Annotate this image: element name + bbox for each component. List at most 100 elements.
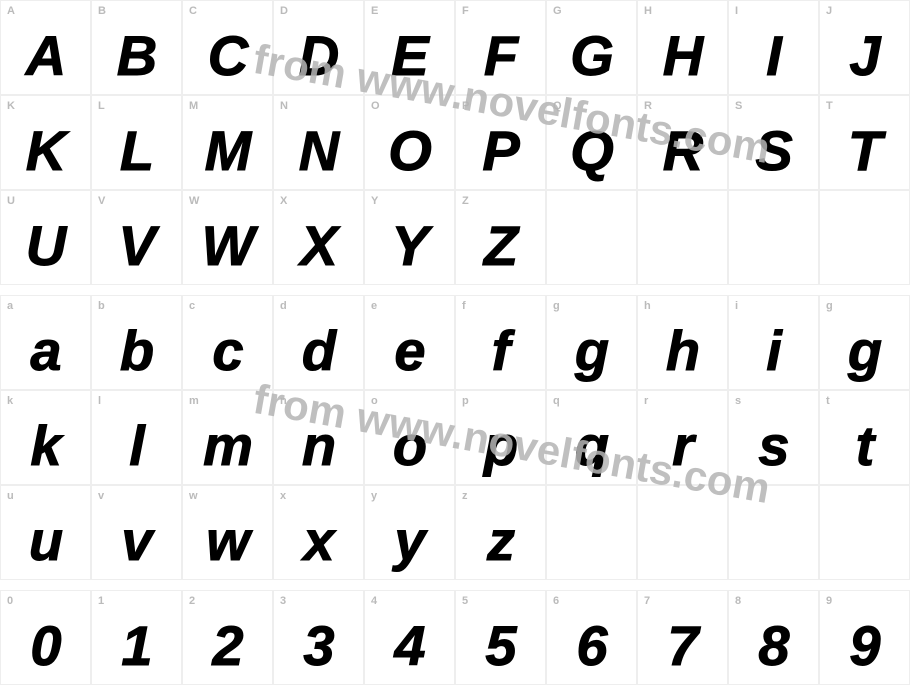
cell-label: U xyxy=(7,195,15,207)
cell: UU xyxy=(0,190,91,285)
cell: gg xyxy=(546,295,637,390)
cell-label: x xyxy=(280,490,286,502)
cell xyxy=(728,190,819,285)
cell: 44 xyxy=(364,590,455,685)
cell-label: G xyxy=(553,5,562,17)
cell-glyph: Y xyxy=(365,218,454,274)
cell-label: X xyxy=(280,195,287,207)
cell-glyph: u xyxy=(1,513,90,569)
cell: yy xyxy=(364,485,455,580)
cell: ww xyxy=(182,485,273,580)
cell: SS xyxy=(728,95,819,190)
cell-label: K xyxy=(7,100,15,112)
cell-glyph: N xyxy=(274,123,363,179)
cell-glyph: 7 xyxy=(638,618,727,674)
cell-label: u xyxy=(7,490,14,502)
cell-label: 9 xyxy=(826,595,832,607)
cell: dd xyxy=(273,295,364,390)
row-upper-2: KK LL MM NN OO PP QQ RR SS TT xyxy=(0,95,911,190)
cell: ZZ xyxy=(455,190,546,285)
cell: VV xyxy=(91,190,182,285)
cell-glyph: e xyxy=(365,323,454,379)
cell: QQ xyxy=(546,95,637,190)
cell-glyph: i xyxy=(729,323,818,379)
cell-label: 0 xyxy=(7,595,13,607)
cell xyxy=(728,485,819,580)
cell-glyph: M xyxy=(183,123,272,179)
cell xyxy=(819,485,910,580)
cell-label: M xyxy=(189,100,198,112)
cell xyxy=(637,485,728,580)
cell-glyph: P xyxy=(456,123,545,179)
cell-label: A xyxy=(7,5,15,17)
cell: CC xyxy=(182,0,273,95)
cell: II xyxy=(728,0,819,95)
cell-glyph: o xyxy=(365,418,454,474)
cell-label: S xyxy=(735,100,742,112)
cell: NN xyxy=(273,95,364,190)
cell-glyph: h xyxy=(638,323,727,379)
cell-glyph: 9 xyxy=(820,618,909,674)
cell-glyph: w xyxy=(183,513,272,569)
cell: OO xyxy=(364,95,455,190)
cell-label: C xyxy=(189,5,197,17)
cell-glyph: b xyxy=(92,323,181,379)
cell: ff xyxy=(455,295,546,390)
cell: JJ xyxy=(819,0,910,95)
cell-label: Z xyxy=(462,195,469,207)
cell: 33 xyxy=(273,590,364,685)
cell-glyph: H xyxy=(638,28,727,84)
cell xyxy=(546,190,637,285)
cell: pp xyxy=(455,390,546,485)
row-digits: 00 11 22 33 44 55 66 77 88 99 xyxy=(0,590,911,685)
cell: GG xyxy=(546,0,637,95)
cell: ee xyxy=(364,295,455,390)
cell-glyph: O xyxy=(365,123,454,179)
cell-glyph: q xyxy=(547,418,636,474)
cell: 99 xyxy=(819,590,910,685)
cell: 22 xyxy=(182,590,273,685)
cell: DD xyxy=(273,0,364,95)
cell: MM xyxy=(182,95,273,190)
font-chart-grid: AA BB CC DD EE FF GG HH II JJ KK LL MM N… xyxy=(0,0,911,685)
cell-glyph: 0 xyxy=(1,618,90,674)
cell-glyph: X xyxy=(274,218,363,274)
cell-label: 6 xyxy=(553,595,559,607)
cell-label: B xyxy=(98,5,106,17)
cell-label: P xyxy=(462,100,469,112)
cell-label: H xyxy=(644,5,652,17)
cell-glyph: V xyxy=(92,218,181,274)
cell: mm xyxy=(182,390,273,485)
cell-glyph: z xyxy=(456,513,545,569)
cell-glyph: R xyxy=(638,123,727,179)
cell-glyph: A xyxy=(1,28,90,84)
cell-glyph: s xyxy=(729,418,818,474)
cell-glyph: x xyxy=(274,513,363,569)
cell-label: W xyxy=(189,195,199,207)
cell-label: 8 xyxy=(735,595,741,607)
cell: 66 xyxy=(546,590,637,685)
cell: XX xyxy=(273,190,364,285)
cell xyxy=(637,190,728,285)
cell-glyph: d xyxy=(274,323,363,379)
cell-label: o xyxy=(371,395,378,407)
row-upper-3: UU VV WW XX YY ZZ xyxy=(0,190,911,285)
cell-glyph: F xyxy=(456,28,545,84)
cell-glyph: n xyxy=(274,418,363,474)
cell-label: r xyxy=(644,395,648,407)
cell-label: L xyxy=(98,100,105,112)
cell-label: N xyxy=(280,100,288,112)
cell: nn xyxy=(273,390,364,485)
cell: rr xyxy=(637,390,728,485)
cell: RR xyxy=(637,95,728,190)
cell-label: E xyxy=(371,5,378,17)
cell: PP xyxy=(455,95,546,190)
cell-glyph: t xyxy=(820,418,909,474)
cell: EE xyxy=(364,0,455,95)
cell: ii xyxy=(728,295,819,390)
cell-glyph: l xyxy=(92,418,181,474)
cell-label: O xyxy=(371,100,380,112)
cell-label: h xyxy=(644,300,651,312)
cell-glyph: 4 xyxy=(365,618,454,674)
cell-label: F xyxy=(462,5,469,17)
